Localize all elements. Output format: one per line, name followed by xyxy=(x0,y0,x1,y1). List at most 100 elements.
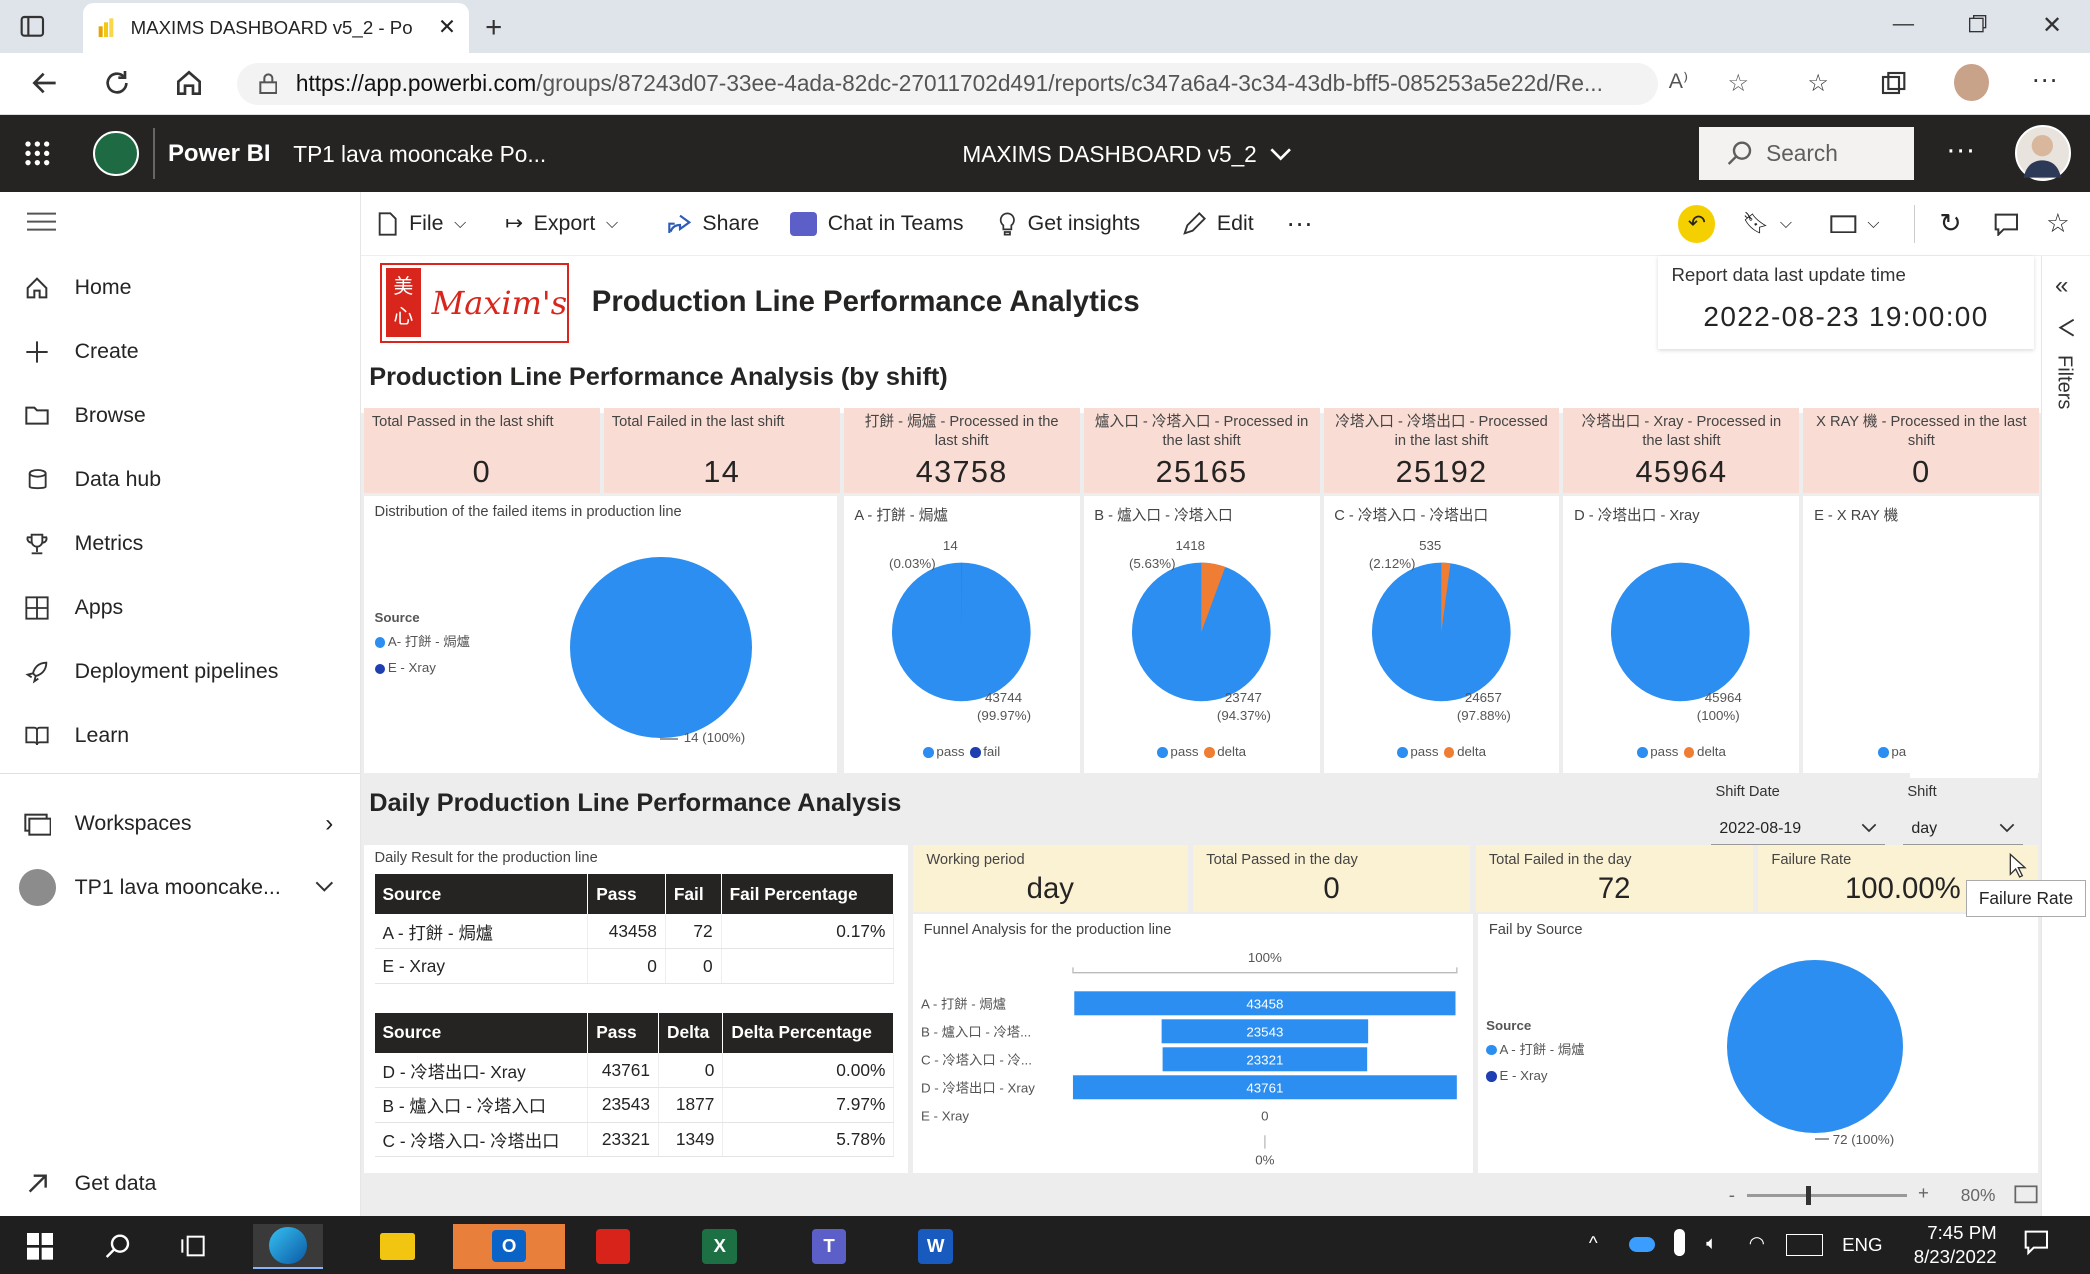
acrobat-taskbar-icon[interactable] xyxy=(578,1224,647,1269)
pie-panel-0[interactable]: A - 打餅 - 焗爐 14 (0.03%) 43744 (99.97%) pass fai… xyxy=(843,495,1080,774)
pie-slice-pass[interactable] xyxy=(1611,562,1751,702)
restore-icon[interactable] xyxy=(1967,13,1988,34)
notifications-icon[interactable] xyxy=(2023,1229,2050,1256)
table-header[interactable]: Pass xyxy=(587,874,666,915)
pie-panel-1[interactable]: B - 爐入口 - 冷塔入口 1418 (5.63%) 23747 (94.37%) pa… xyxy=(1083,495,1320,774)
microphone-icon[interactable] xyxy=(1674,1228,1685,1256)
tab-actions-icon[interactable] xyxy=(19,13,46,40)
url-field[interactable]: https://app.powerbi.com/groups/87243d07-… xyxy=(237,62,1659,106)
fail-by-source-panel[interactable]: Fail by Source Source A - 打餅 - 焗爐 E - Xr… xyxy=(1478,914,2038,1173)
search-box[interactable]: Search xyxy=(1699,126,1915,180)
shift-date-dropdown[interactable]: 2022-08-19 xyxy=(1711,813,1885,846)
zoom-in-icon[interactable]: + xyxy=(1918,1182,1929,1204)
hamburger-icon[interactable] xyxy=(26,211,56,232)
excel-taskbar-icon[interactable]: X xyxy=(685,1224,754,1269)
zoom-out-icon[interactable]: - xyxy=(1728,1183,1735,1205)
home-browser-icon[interactable] xyxy=(173,67,205,99)
nav-item-metrics[interactable]: Metrics xyxy=(0,517,360,570)
comment-icon[interactable] xyxy=(1993,192,2020,256)
nav-item-apps[interactable]: Apps xyxy=(0,581,360,634)
reset-icon[interactable]: ↶ xyxy=(1678,205,1716,243)
toolbar-more-icon[interactable]: ··· xyxy=(1286,208,1313,239)
pie-panel-4[interactable]: E - X RAY 機 pa xyxy=(1803,495,2040,774)
pie-chart[interactable] xyxy=(1084,496,1320,773)
table-header[interactable]: Source xyxy=(374,874,589,915)
daily-card-0[interactable]: Working period day xyxy=(913,845,1188,912)
language-indicator[interactable]: ENG xyxy=(1842,1234,1883,1256)
table-row[interactable]: E - Xray 0 0 xyxy=(374,948,895,985)
clock[interactable]: 7:45 PM 8/23/2022 xyxy=(1895,1221,1997,1269)
table-header[interactable]: Source xyxy=(374,1012,589,1053)
nav-item-home[interactable]: Home xyxy=(0,261,360,314)
nav-get-data[interactable]: Get data xyxy=(0,1157,360,1210)
table-header[interactable]: Fail xyxy=(665,874,722,915)
edge-taskbar-icon[interactable] xyxy=(253,1223,323,1269)
nav-item-create[interactable]: Create xyxy=(0,325,360,378)
windows-start-icon[interactable] xyxy=(5,1224,74,1269)
onedrive-icon[interactable] xyxy=(1628,1236,1656,1252)
shift-card-0[interactable]: Total Passed in the last shift 0 xyxy=(363,407,600,494)
filters-pane[interactable]: « Filters xyxy=(2040,255,2090,1216)
funnel-panel[interactable]: Funnel Analysis for the production line … xyxy=(913,914,1473,1173)
browser-tab[interactable]: MAXIMS DASHBOARD v5_2 - Po ✕ xyxy=(82,2,470,54)
app-launcher-icon[interactable] xyxy=(24,140,51,167)
tray-chevron-icon[interactable]: ^ xyxy=(1588,1231,1598,1253)
favorites-icon[interactable]: ☆ xyxy=(1807,70,1829,98)
close-tab-icon[interactable]: ✕ xyxy=(437,15,456,40)
zoom-slider-track[interactable] xyxy=(1747,1194,1908,1197)
taskbar-search-icon[interactable] xyxy=(83,1224,152,1269)
funnel-bar[interactable] xyxy=(1162,1047,1368,1072)
table-header[interactable]: Fail Percentage xyxy=(721,874,895,915)
dist-failed-panel[interactable]: Distribution of the failed items in prod… xyxy=(363,495,838,774)
refresh-visuals-icon[interactable]: ↻ xyxy=(1939,208,1962,239)
daily-card-2[interactable]: Total Failed in the day 72 xyxy=(1475,845,1753,912)
workspace-breadcrumb[interactable]: TP1 lava mooncake Po... xyxy=(293,141,547,168)
table-header[interactable]: Delta xyxy=(658,1012,724,1053)
export-menu[interactable]: ↦ Export ⌵ xyxy=(505,192,618,256)
close-window-icon[interactable]: ✕ xyxy=(2042,11,2063,39)
pie-slice-pass[interactable] xyxy=(1371,562,1511,702)
word-taskbar-icon[interactable]: W xyxy=(901,1224,970,1269)
browser-profile-avatar[interactable] xyxy=(1954,63,1989,102)
minimize-icon[interactable]: — xyxy=(1892,10,1915,35)
dist-pie[interactable] xyxy=(570,557,752,739)
file-explorer-icon[interactable] xyxy=(363,1224,432,1269)
pie-chart[interactable] xyxy=(1563,496,1799,773)
shift-card-3[interactable]: 爐入口 - 冷塔入口 - Processed in the last shift… xyxy=(1083,407,1320,494)
share-button[interactable]: Share xyxy=(668,192,759,256)
outlook-taskbar-icon[interactable]: O xyxy=(453,1223,566,1269)
add-favorite-icon[interactable]: ☆ xyxy=(1727,70,1749,98)
browser-menu-icon[interactable]: ··· xyxy=(2031,63,2058,94)
user-avatar[interactable] xyxy=(2015,125,2072,182)
more-options-icon[interactable]: ··· xyxy=(1946,133,1976,167)
daily-card-1[interactable]: Total Passed in the day 0 xyxy=(1192,845,1471,912)
pie-slice-delta[interactable] xyxy=(1200,562,1225,632)
funnel-bar[interactable] xyxy=(1161,1019,1369,1044)
pie-chart[interactable] xyxy=(1324,496,1560,773)
shift-card-6[interactable]: X RAY 機 - Processed in the last shift 0 xyxy=(1803,407,2040,494)
table-header[interactable]: Pass xyxy=(587,1012,659,1053)
pie-slice-pass[interactable] xyxy=(1131,562,1271,702)
shift-card-1[interactable]: Total Failed in the last shift 14 xyxy=(603,407,840,494)
teams-taskbar-icon[interactable]: T xyxy=(794,1224,863,1269)
fail-source-pie[interactable] xyxy=(1727,959,1904,1133)
refresh-icon[interactable] xyxy=(101,67,133,99)
nav-item-browse[interactable]: Browse xyxy=(0,389,360,442)
zoom-level[interactable]: 80% xyxy=(1960,1184,1996,1205)
pie-chart[interactable] xyxy=(844,496,1080,773)
collapse-filters-icon[interactable]: « xyxy=(2055,271,2069,299)
fit-to-page-icon[interactable] xyxy=(2014,1185,2038,1204)
nav-item-deployment-pipelines[interactable]: Deployment pipelines xyxy=(0,645,360,698)
file-menu[interactable]: File ⌵ xyxy=(377,192,466,256)
app-name[interactable]: Power BI xyxy=(167,139,271,167)
table-row[interactable]: D - 冷塔出口- Xray 43761 0 0.00% xyxy=(374,1052,895,1089)
chat-in-teams-button[interactable]: Chat in Teams xyxy=(790,192,964,256)
nav-workspaces[interactable]: Workspaces › xyxy=(0,797,360,850)
shift-dropdown[interactable]: day xyxy=(1903,813,2024,846)
get-insights-button[interactable]: Get insights xyxy=(998,192,1140,256)
table-row[interactable]: B - 爐入口 - 冷塔入口 23543 1877 7.97% xyxy=(374,1087,895,1123)
pie-panel-2[interactable]: C - 冷塔入口 - 冷塔出口 535 (2.12%) 24657 (97.88%) pa… xyxy=(1323,495,1560,774)
table-row[interactable]: A - 打餅 - 焗爐 43458 72 0.17% xyxy=(374,914,895,950)
nav-item-learn[interactable]: Learn xyxy=(0,709,360,762)
funnel-bar[interactable] xyxy=(1072,1075,1457,1100)
